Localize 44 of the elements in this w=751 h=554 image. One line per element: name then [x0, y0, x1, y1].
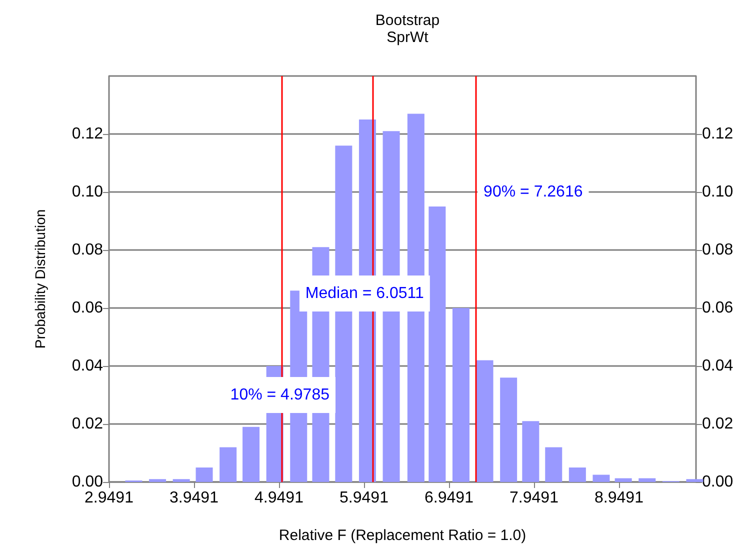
bar — [149, 479, 166, 482]
bar — [686, 479, 704, 482]
ref-line-label: Median = 6.0511 — [305, 285, 424, 302]
ref-line-label: 90% = 7.2616 — [484, 184, 583, 200]
y-tick-label: 0.08 — [72, 242, 104, 258]
x-tick-label: 3.9491 — [170, 490, 219, 506]
bar — [545, 447, 562, 482]
x-tick-label: 4.9491 — [254, 490, 304, 506]
x-tick-label: 7.9491 — [510, 490, 559, 506]
bar — [568, 468, 586, 482]
bar — [614, 478, 632, 482]
x-tick-label: 5.9491 — [340, 490, 389, 506]
bar — [196, 468, 213, 482]
bar — [452, 308, 470, 482]
bar — [638, 478, 656, 482]
y2-tick-label: 0.00 — [702, 474, 734, 490]
y2-tick-label: 0.12 — [702, 126, 734, 142]
y2-tick-label: 0.04 — [702, 358, 734, 374]
y2-tick-label: 0.02 — [702, 416, 734, 432]
y2-tick-label: 0.08 — [702, 242, 734, 258]
bar — [476, 360, 494, 482]
bar — [500, 378, 518, 482]
y-tick-label: 0.00 — [72, 474, 104, 490]
y2-tick-label: 0.06 — [702, 300, 734, 316]
y-tick-label: 0.10 — [72, 184, 104, 200]
y-axis-title: Probability Distribution — [32, 209, 48, 349]
x-tick-label: 6.9491 — [424, 490, 474, 506]
bar — [428, 206, 446, 482]
bar — [220, 447, 237, 482]
x-axis-title: Relative F (Replacement Ratio = 1.0) — [278, 527, 526, 544]
bar — [592, 474, 610, 482]
x-tick-label: 2.9491 — [84, 490, 134, 506]
chart-subtitle: SprWt — [386, 29, 430, 46]
x-tick-label: 8.9491 — [594, 490, 644, 506]
y-tick-label: 0.04 — [72, 358, 104, 374]
y-tick-label: 0.06 — [72, 300, 104, 316]
bar — [172, 479, 190, 482]
chart-title: Bootstrap — [375, 12, 440, 29]
bar — [522, 421, 540, 482]
bar — [242, 426, 260, 482]
ref-line-label: 10% = 4.9785 — [230, 386, 330, 404]
y-tick-label: 0.12 — [72, 126, 104, 142]
y2-tick-label: 0.10 — [702, 184, 734, 200]
y-tick-label: 0.02 — [72, 416, 104, 432]
